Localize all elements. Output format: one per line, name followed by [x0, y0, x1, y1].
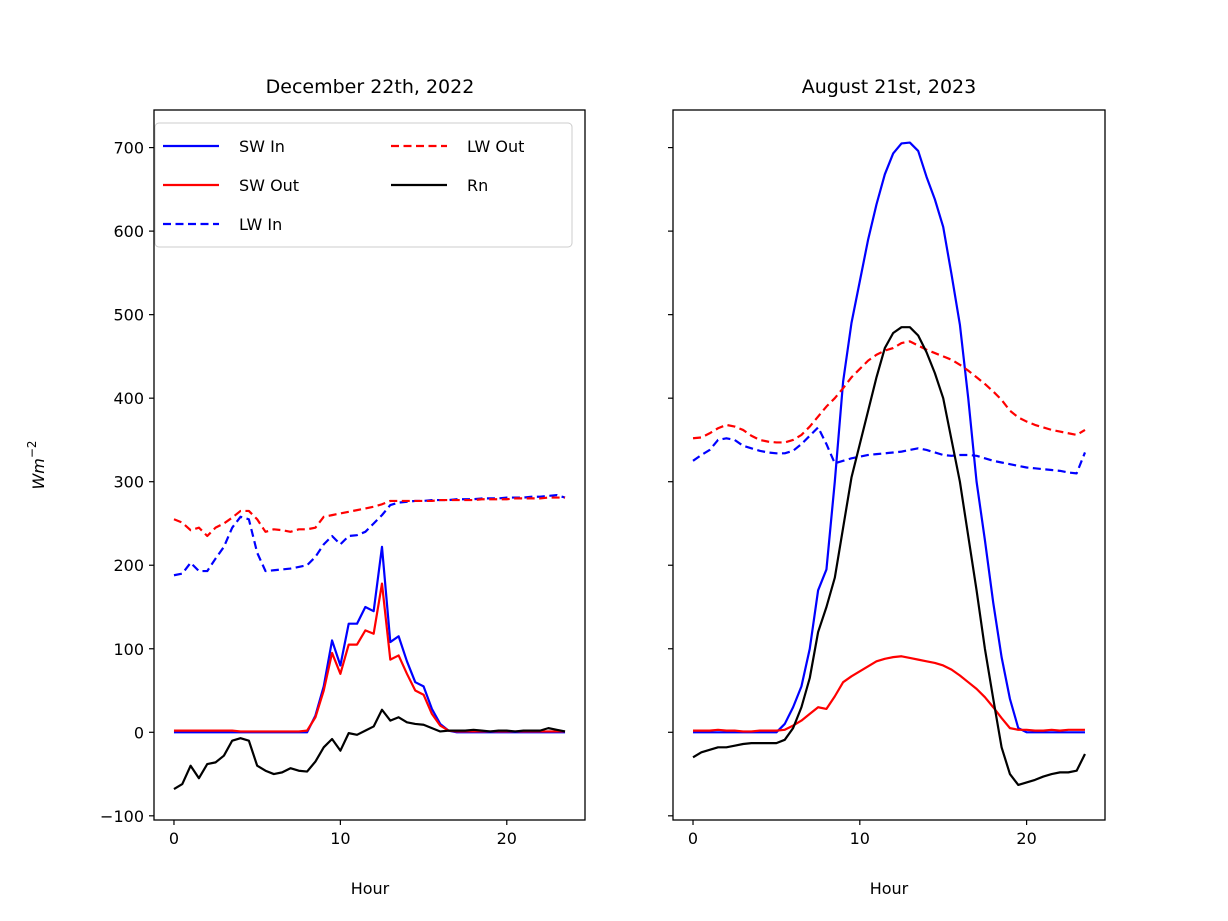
- legend-item-lw-out: LW Out: [391, 137, 524, 156]
- x-tick-label: 0: [688, 829, 698, 848]
- y-tick-label: 400: [113, 389, 144, 408]
- x-axis-label: Hour: [351, 879, 390, 898]
- y-tick-label: 100: [113, 640, 144, 659]
- x-tick-label: 10: [850, 829, 870, 848]
- y-axis: −100 0 100 200 300 400 500 600 700: [100, 139, 154, 826]
- x-tick-label: 20: [1016, 829, 1036, 848]
- series-line-rn: [692, 326, 1086, 787]
- legend-item-sw-in: SW In: [163, 137, 285, 156]
- plot-area: [173, 493, 566, 791]
- y-axis-label-exponent: −2: [25, 440, 39, 458]
- series-line-lw-out: [173, 496, 566, 538]
- series-line-lw-in: [692, 426, 1087, 475]
- y-axis-label: Wm−2: [25, 440, 48, 489]
- series-line-sw-in: [693, 141, 1085, 734]
- x-axis: 0 10 20: [169, 820, 517, 848]
- axes-frame: [672, 109, 1106, 821]
- x-axis: 0 10 20: [688, 820, 1037, 848]
- panel-title: December 22th, 2022: [266, 76, 475, 98]
- x-tick-label: 10: [330, 829, 350, 848]
- y-tick-label: 500: [113, 306, 144, 325]
- legend-label: Rn: [467, 176, 488, 195]
- series-line-lw-in: [173, 493, 566, 577]
- legend-label: SW Out: [239, 176, 299, 195]
- series-line-sw-out: [693, 655, 1085, 733]
- series-line-lw-out: [692, 340, 1086, 444]
- axes-frame: [153, 109, 586, 821]
- legend-box: [154, 122, 573, 248]
- x-tick-label: 0: [169, 829, 179, 848]
- x-tick-label: 20: [497, 829, 517, 848]
- y-axis: [668, 146, 673, 817]
- panel-december: December 22th, 2022 SW In SW Out LW In LW O…: [25, 76, 586, 898]
- legend-label: SW In: [239, 137, 285, 156]
- y-tick-label: 300: [113, 473, 144, 492]
- y-tick-label: 600: [113, 222, 144, 241]
- legend: SW In SW Out LW In LW Out Rn: [154, 122, 573, 248]
- legend-item-rn: Rn: [391, 176, 488, 195]
- y-tick-label: 700: [113, 139, 144, 158]
- x-axis-label: Hour: [870, 879, 909, 898]
- y-tick-label: −100: [100, 807, 144, 826]
- y-tick-label: 0: [134, 723, 144, 742]
- legend-item-lw-in: LW In: [163, 215, 282, 234]
- panel-august: August 21st, 2023 0 10 20 Hour: [668, 76, 1106, 898]
- y-axis-label-base: Wm: [29, 458, 48, 489]
- legend-label: LW Out: [467, 137, 524, 156]
- series-line-sw-in: [173, 545, 566, 734]
- plot-area: [692, 141, 1087, 787]
- y-tick-label: 200: [113, 556, 144, 575]
- series-line-rn: [173, 708, 566, 791]
- legend-label: LW In: [239, 215, 282, 234]
- panel-title: August 21st, 2023: [802, 76, 977, 98]
- series-line-sw-out: [173, 582, 566, 733]
- legend-item-sw-out: SW Out: [163, 176, 299, 195]
